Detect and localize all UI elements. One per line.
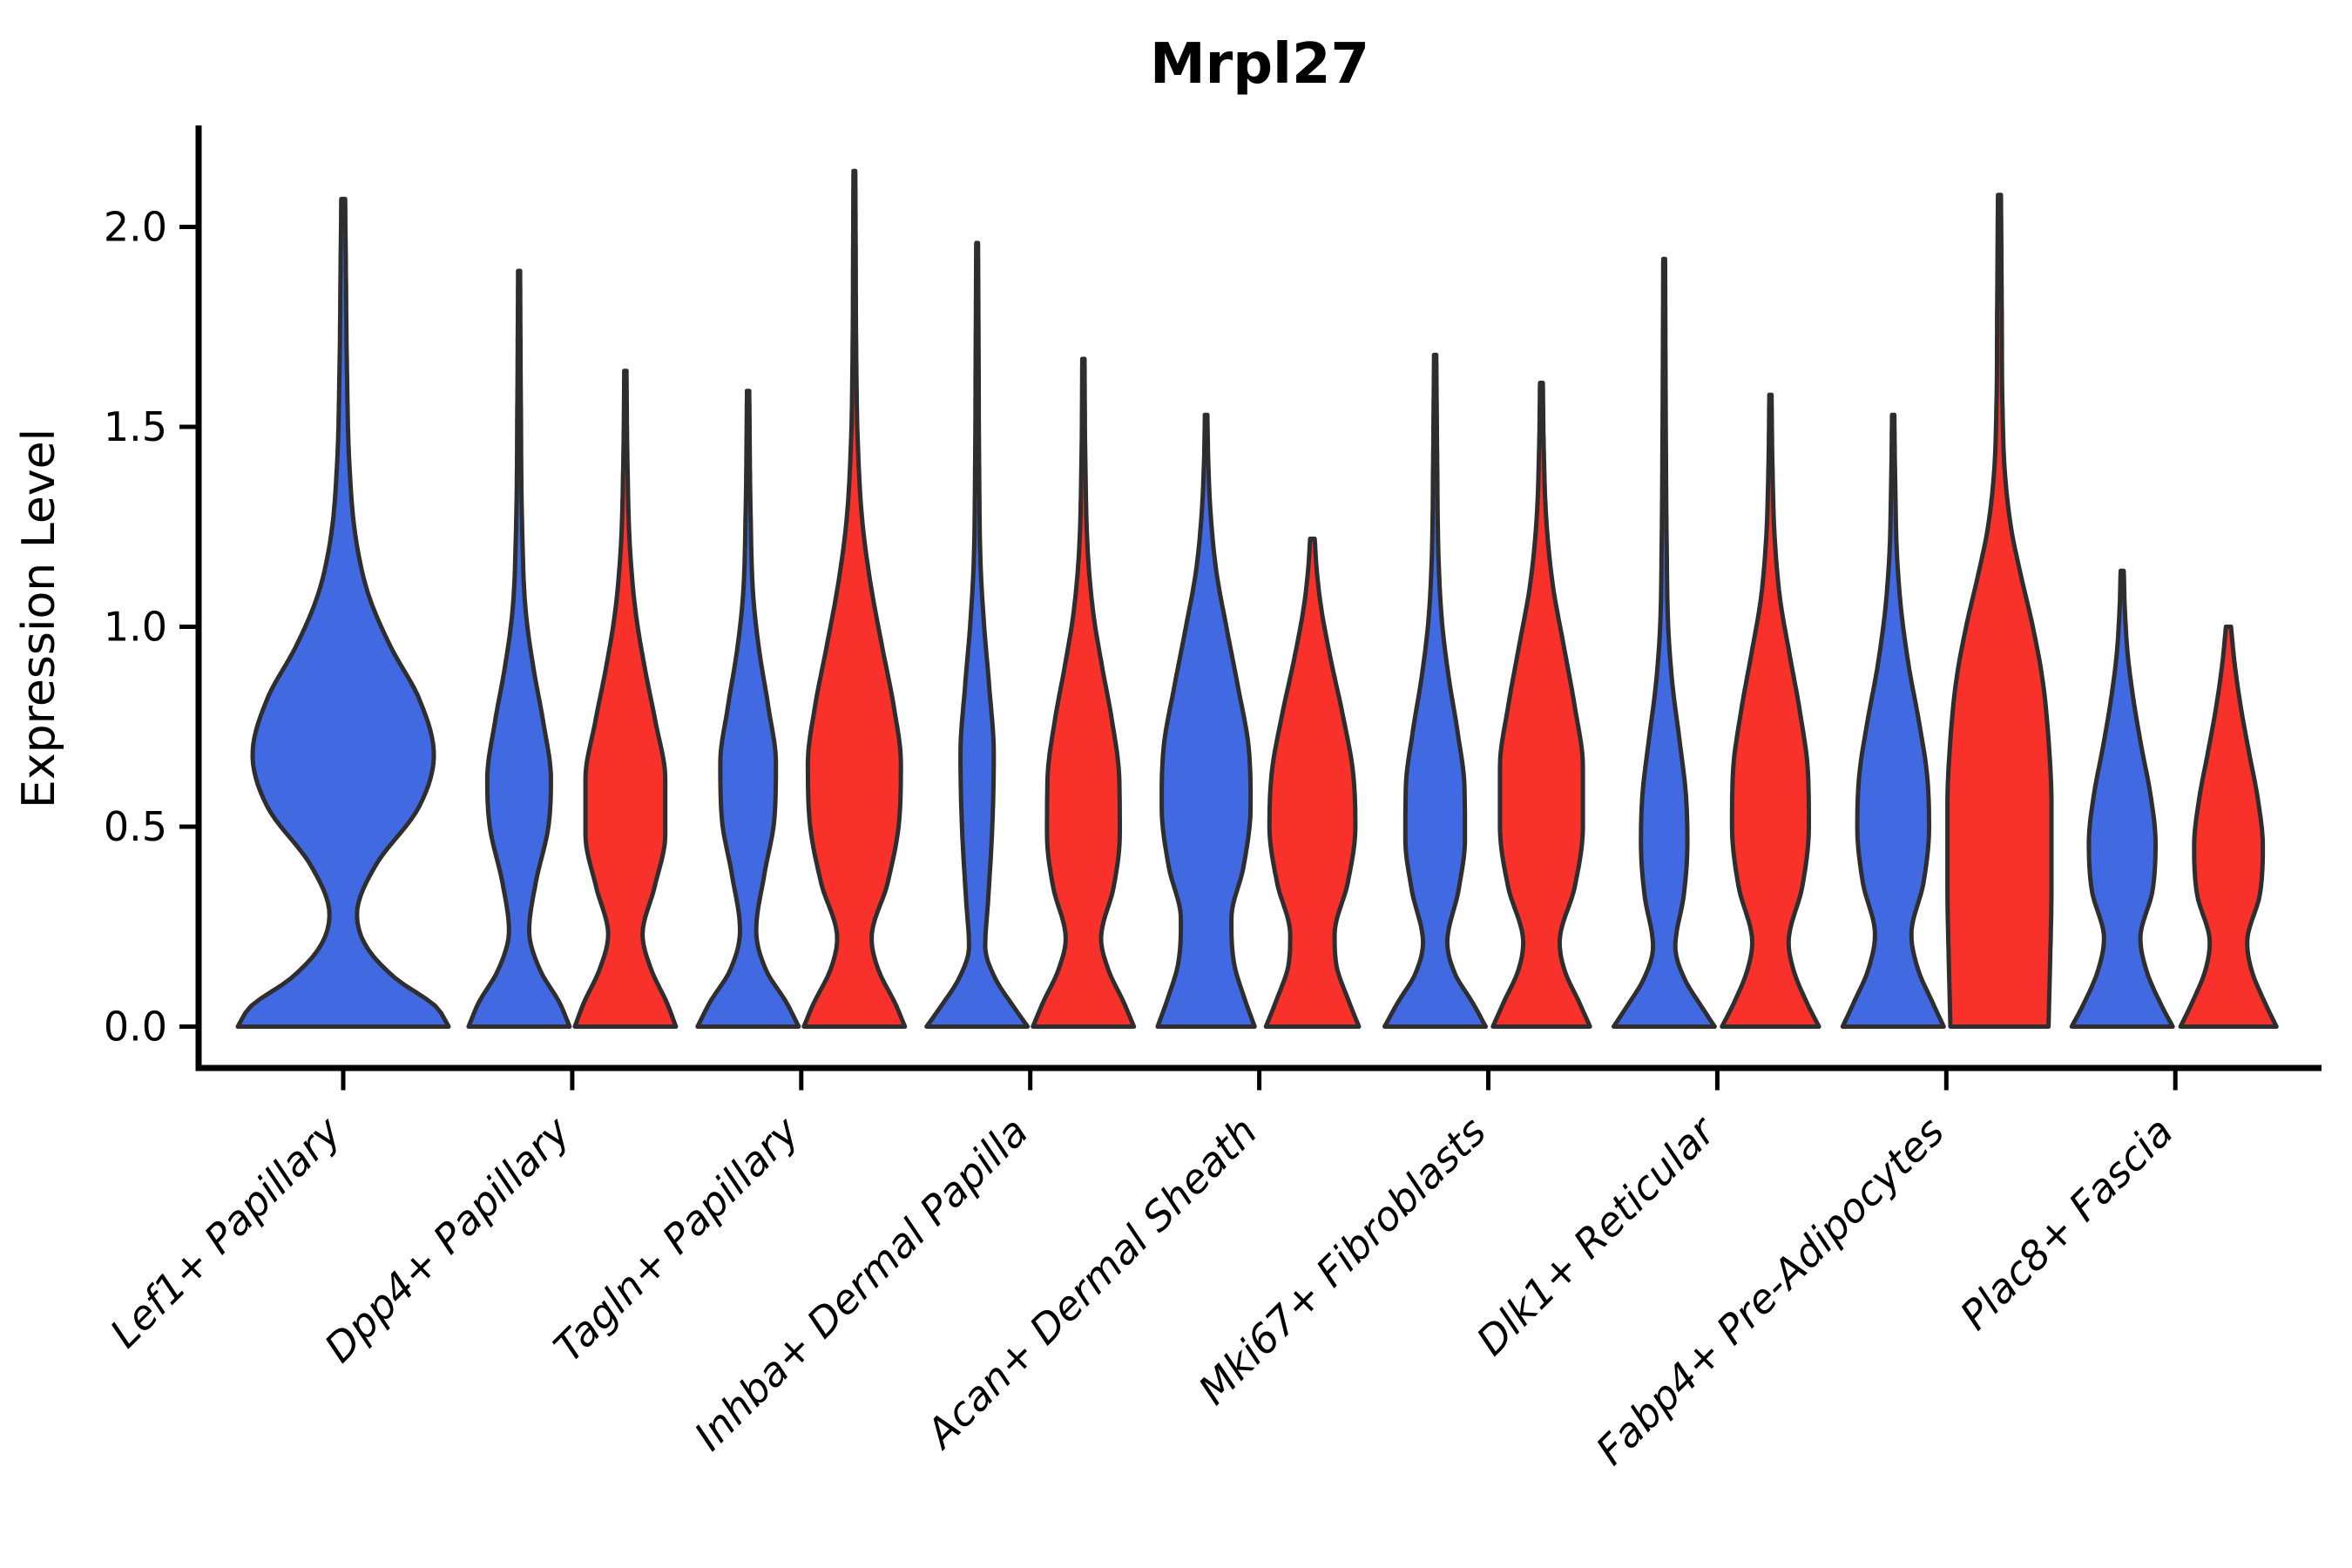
y-tick-label: 0.5 bbox=[104, 803, 167, 850]
violin-tagln-papillary-blue bbox=[695, 389, 801, 1029]
violin-acan-dermal-sheath-blue bbox=[1155, 412, 1257, 1029]
violin-plac8-fascia-blue bbox=[2069, 568, 2175, 1029]
violin-dlk1-reticular-blue bbox=[1611, 256, 1717, 1029]
violin-inhba-dermal-papilla-blue bbox=[924, 240, 1031, 1029]
violin-fabp4-pre-adipocytes-blue bbox=[1840, 412, 1946, 1029]
violin-inhba-dermal-papilla-red bbox=[1031, 356, 1137, 1029]
y-tick-label: 0.0 bbox=[104, 1004, 167, 1051]
violin-dpp4-papillary-blue bbox=[466, 268, 572, 1029]
x-tick-label: Plac8+ Fascia bbox=[1951, 1108, 2182, 1339]
violin-dlk1-reticular-red bbox=[1720, 392, 1821, 1029]
y-tick-label: 2.0 bbox=[104, 204, 167, 251]
x-tick-label: Dlk1+ Reticular bbox=[1468, 1105, 1727, 1364]
y-tick-label: 1.5 bbox=[104, 403, 167, 450]
x-tick-label: Dpp4+ Papillary bbox=[315, 1107, 579, 1371]
violin-acan-dermal-sheath-red bbox=[1263, 537, 1362, 1029]
violin-mki67-fibroblasts-red bbox=[1490, 381, 1592, 1029]
violin-plac8-fascia-red bbox=[2178, 625, 2279, 1029]
violin-mki67-fibroblasts-blue bbox=[1382, 352, 1488, 1029]
y-tick-label: 1.0 bbox=[104, 604, 167, 651]
violins-layer bbox=[235, 168, 2279, 1029]
violin-tagln-papillary-red bbox=[801, 168, 908, 1029]
violin-fabp4-pre-adipocytes-red bbox=[1945, 193, 2054, 1029]
x-tick-label: Lef1+ Papillary bbox=[101, 1107, 350, 1356]
plot-title: Mrpl27 bbox=[1150, 32, 1369, 97]
y-axis-label: Expression Level bbox=[13, 429, 65, 808]
x-tick-label: Tagln+ Papillary bbox=[544, 1107, 808, 1371]
violin-lef1-papillary-blue bbox=[235, 196, 451, 1029]
violin-dpp4-papillary-red bbox=[572, 368, 679, 1029]
